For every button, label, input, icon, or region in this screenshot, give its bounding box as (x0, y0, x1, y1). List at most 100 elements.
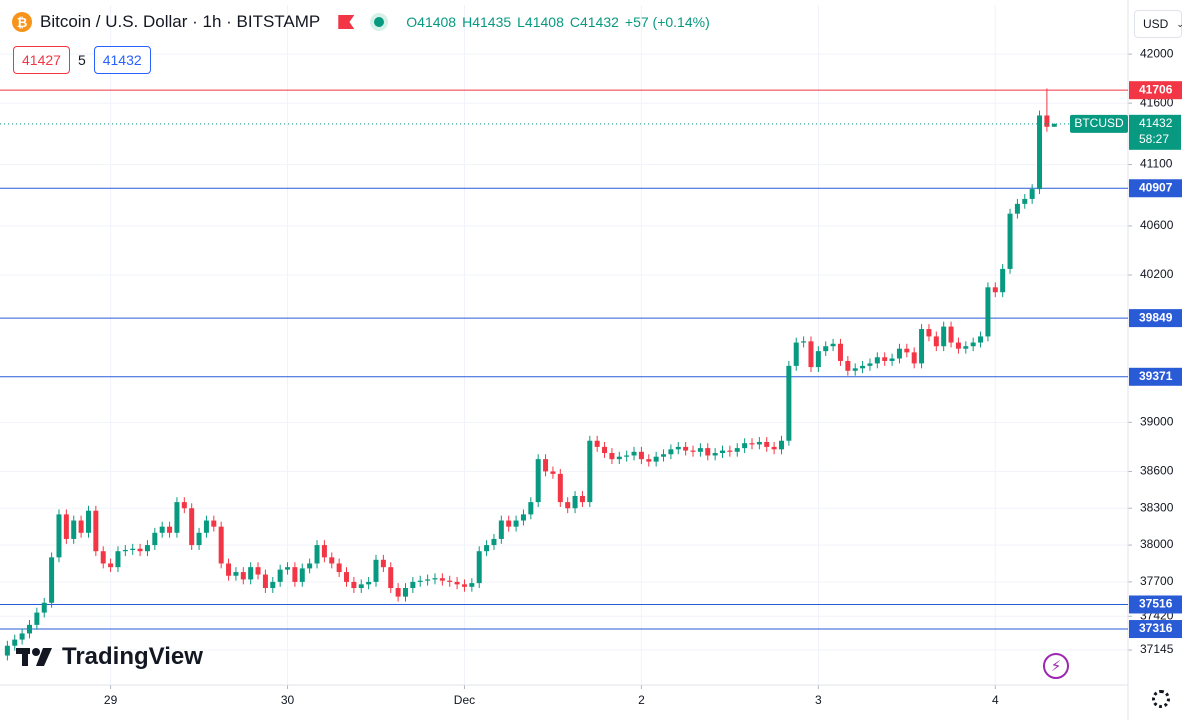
candle-body (557, 473, 563, 503)
candle-body (137, 548, 143, 552)
candle-body (845, 360, 851, 371)
x-tick-label: 30 (281, 693, 295, 707)
level-label-box (1129, 367, 1182, 386)
low-value: L41408 (517, 14, 564, 30)
candle-body (203, 520, 209, 533)
candle-body (351, 581, 357, 589)
level-label: 37316 (1139, 621, 1173, 635)
candle-body (395, 588, 401, 597)
candle-body (19, 633, 25, 640)
candle-body (520, 514, 526, 521)
candle-body (373, 559, 379, 582)
candle-body (344, 572, 350, 582)
candle-body (756, 441, 762, 445)
candle-body (1044, 115, 1050, 127)
candle-body (226, 563, 232, 576)
candle-body (122, 549, 128, 552)
level-label-box (1129, 595, 1182, 614)
x-tick-label: 29 (104, 693, 118, 707)
x-tick-label: Dec (454, 693, 475, 707)
candle-body (919, 329, 925, 364)
candle-body (78, 520, 84, 533)
candle-body (358, 584, 364, 589)
candle-body (292, 567, 298, 582)
candle-body (602, 446, 608, 454)
candle-body (543, 459, 549, 472)
candle-body (49, 557, 55, 603)
logo-shape (36, 648, 52, 666)
level-label: 39849 (1139, 310, 1173, 324)
symbol-tag (1070, 114, 1128, 133)
candle-body (535, 459, 541, 503)
candle-body (1007, 213, 1013, 269)
candle-body (992, 287, 998, 293)
candle-body (513, 520, 519, 527)
candle-body (270, 581, 276, 589)
candle-body (506, 520, 512, 527)
x-tick-label: 2 (638, 693, 645, 707)
symbol-title[interactable]: Bitcoin / U.S. Dollar · 1h · BITSTAMP (40, 12, 321, 31)
candle-body (646, 459, 652, 462)
candle-body (948, 326, 954, 343)
candle-body (1029, 189, 1035, 199)
candle-body (624, 455, 630, 457)
candle-body (329, 557, 335, 564)
x-tick-label: 4 (992, 693, 999, 707)
candle-body (233, 572, 239, 576)
level-label-box (1129, 179, 1182, 198)
candle-body (616, 456, 622, 460)
candle-body (1014, 203, 1020, 214)
open-value: O41408 (406, 14, 457, 30)
candle-body (955, 342, 961, 349)
candle-body (26, 624, 32, 634)
countdown-label: 58:27 (1139, 132, 1169, 146)
symbol-tag-label: BTCUSD (1074, 116, 1124, 130)
candle-body (476, 551, 482, 584)
level-label: 40907 (1139, 180, 1173, 194)
buy-button[interactable]: 41432 (93, 46, 151, 74)
candle-body (579, 495, 585, 503)
candle-body (402, 588, 408, 597)
level-label-box (1129, 81, 1182, 100)
candle-body (720, 450, 726, 454)
candle-body (366, 581, 372, 585)
candle-body (285, 567, 291, 570)
candle-body (587, 440, 593, 503)
settings-icon[interactable] (1152, 690, 1170, 708)
candle-body (41, 602, 47, 613)
y-tick-label: 37700 (1140, 574, 1174, 588)
flag-icon[interactable] (338, 15, 355, 29)
candle-body (963, 346, 969, 349)
currency-select[interactable]: USD ⌄ (1134, 10, 1182, 38)
ohlc-values: O41408 H41435 L41408 C41432 +57 (+0.14%) (406, 14, 709, 30)
y-tick-label: 38600 (1140, 464, 1174, 478)
candle-body (668, 449, 674, 455)
candle-body (793, 342, 799, 366)
y-tick-label: 40200 (1140, 267, 1174, 281)
sell-button[interactable]: 41427 (13, 46, 70, 74)
candle-body (528, 502, 534, 515)
candle-body (594, 440, 600, 447)
level-label-box (1129, 620, 1182, 639)
candle-body (683, 446, 689, 451)
candle-body (307, 563, 313, 569)
candle-body (653, 456, 659, 462)
candle-body (985, 287, 991, 337)
candle-body (469, 583, 475, 587)
candle-body (12, 639, 18, 646)
candle-body (159, 526, 165, 533)
alert-icon[interactable]: ⚡ (1043, 653, 1069, 679)
candle-body (196, 532, 202, 546)
candle-body (786, 365, 792, 441)
candle-body (321, 545, 327, 558)
candle-body (4, 645, 10, 656)
high-value: H41435 (462, 14, 512, 30)
candle-body (314, 545, 320, 564)
logo[interactable]: TradingView (16, 643, 203, 671)
candle-body (978, 336, 984, 343)
logo-mark (16, 648, 52, 666)
caret: ⌄ (1176, 18, 1182, 29)
candle-body (815, 351, 821, 368)
candle-body (823, 346, 829, 352)
